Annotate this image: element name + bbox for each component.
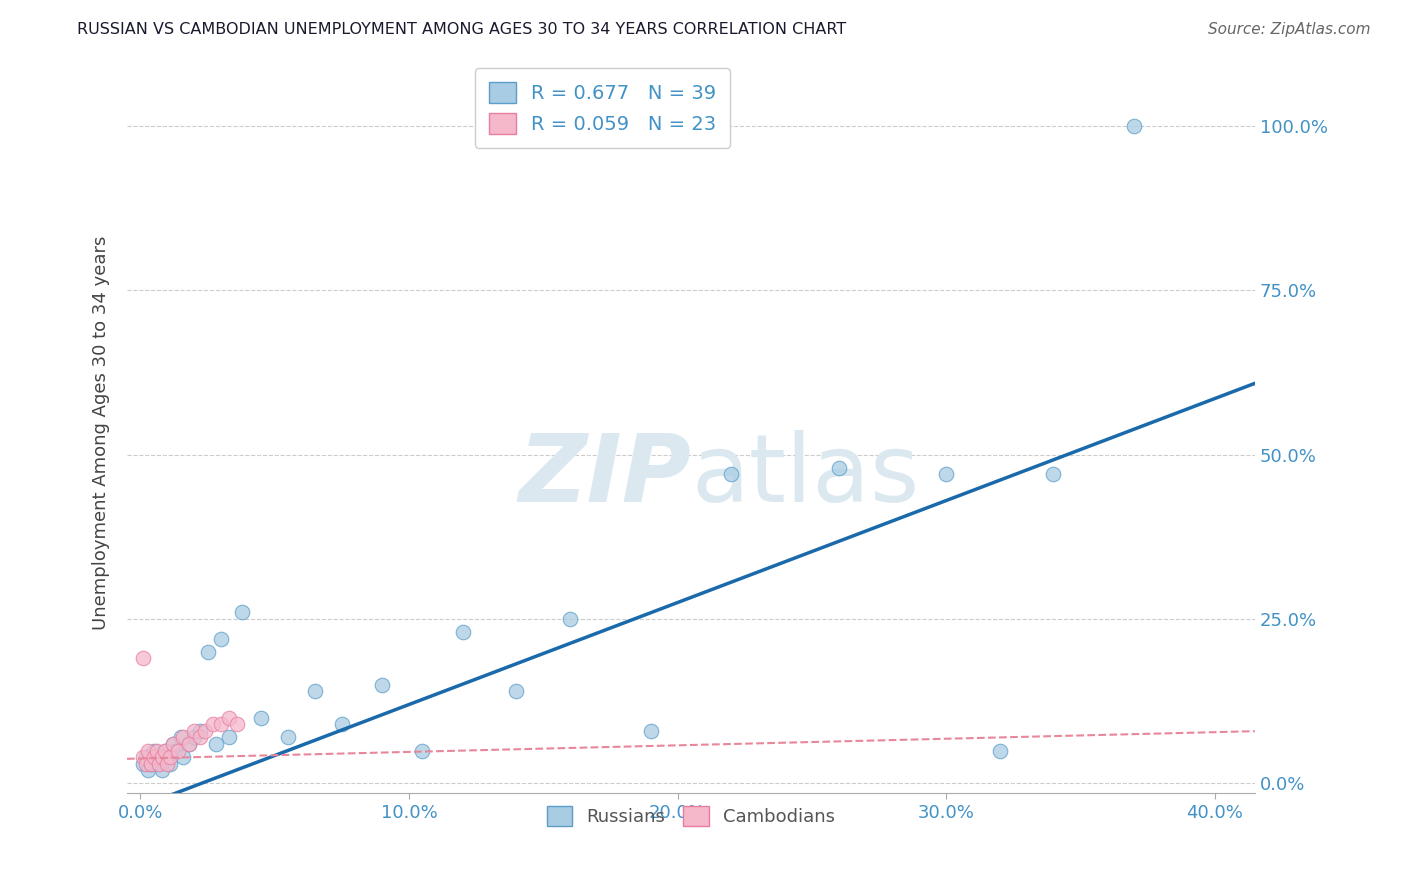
Text: Source: ZipAtlas.com: Source: ZipAtlas.com: [1208, 22, 1371, 37]
Point: [156, 750, 179, 764]
Point: [135, 756, 157, 771]
Point: [411, 743, 433, 757]
Point: [135, 750, 157, 764]
Point: [505, 684, 527, 698]
Point: [194, 723, 217, 738]
Text: ZIP: ZIP: [517, 430, 690, 523]
Point: [153, 743, 176, 757]
Point: [142, 743, 165, 757]
Point: [209, 632, 232, 646]
Point: [148, 756, 170, 771]
Point: [172, 750, 194, 764]
Point: [827, 460, 849, 475]
Point: [141, 756, 163, 771]
Text: atlas: atlas: [690, 430, 920, 523]
Point: [231, 606, 253, 620]
Point: [138, 743, 160, 757]
Point: [162, 737, 184, 751]
Point: [159, 750, 181, 764]
Point: [1042, 467, 1064, 482]
Point: [250, 711, 273, 725]
Point: [172, 731, 194, 745]
Point: [177, 737, 200, 751]
Point: [197, 645, 219, 659]
Point: [1123, 119, 1146, 133]
Point: [159, 756, 181, 771]
Point: [150, 764, 173, 778]
Point: [188, 731, 211, 745]
Point: [138, 764, 160, 778]
Point: [558, 612, 581, 626]
Point: [218, 711, 240, 725]
Point: [720, 467, 742, 482]
Point: [204, 737, 226, 751]
Point: [145, 743, 167, 757]
Point: [165, 743, 187, 757]
Point: [277, 731, 299, 745]
Point: [132, 750, 155, 764]
Point: [451, 625, 474, 640]
Point: [935, 467, 957, 482]
Point: [145, 756, 167, 771]
Point: [142, 750, 165, 764]
Point: [304, 684, 326, 698]
Point: [170, 731, 193, 745]
Point: [141, 756, 163, 771]
Y-axis label: Unemployment Among Ages 30 to 34 years: Unemployment Among Ages 30 to 34 years: [93, 236, 110, 631]
Point: [156, 756, 179, 771]
Point: [226, 717, 249, 731]
Point: [132, 756, 155, 771]
Point: [209, 717, 232, 731]
Text: RUSSIAN VS CAMBODIAN UNEMPLOYMENT AMONG AGES 30 TO 34 YEARS CORRELATION CHART: RUSSIAN VS CAMBODIAN UNEMPLOYMENT AMONG …: [77, 22, 846, 37]
Point: [177, 737, 200, 751]
Point: [201, 717, 224, 731]
Point: [218, 731, 240, 745]
Point: [148, 750, 170, 764]
Point: [988, 743, 1011, 757]
Point: [162, 737, 184, 751]
Point: [183, 723, 205, 738]
Point: [150, 750, 173, 764]
Point: [183, 731, 205, 745]
Point: [132, 651, 155, 665]
Point: [330, 717, 353, 731]
Point: [640, 723, 662, 738]
Point: [188, 723, 211, 738]
Point: [167, 743, 190, 757]
Point: [371, 678, 394, 692]
Point: [153, 743, 176, 757]
Legend: Russians, Cambodians: Russians, Cambodians: [537, 797, 844, 835]
